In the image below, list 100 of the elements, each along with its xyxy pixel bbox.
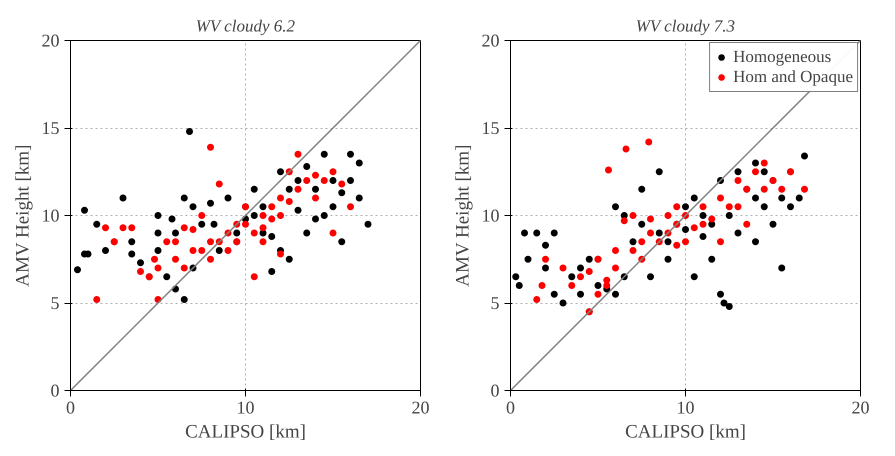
point	[603, 282, 610, 289]
point	[612, 247, 619, 254]
chart-title: WV cloudy 7.3	[636, 16, 736, 36]
point	[673, 242, 680, 249]
point	[224, 194, 232, 202]
point	[154, 247, 162, 254]
point	[700, 233, 706, 240]
point	[647, 230, 654, 236]
point	[277, 194, 284, 202]
point	[168, 216, 176, 222]
point	[268, 268, 276, 275]
y-tick-label: 15	[42, 118, 60, 138]
point	[180, 224, 188, 232]
point	[93, 220, 100, 228]
point	[673, 203, 680, 210]
point	[538, 282, 546, 289]
point	[594, 282, 602, 289]
point	[700, 220, 706, 228]
point	[154, 264, 162, 272]
point	[568, 273, 576, 280]
point	[533, 296, 540, 303]
point	[330, 177, 336, 184]
y-tick-label: 10	[42, 206, 60, 226]
point	[690, 224, 698, 232]
point	[568, 282, 576, 289]
y-tick-label: 20	[42, 30, 60, 50]
point	[190, 247, 196, 254]
point	[734, 203, 742, 210]
point	[233, 230, 240, 236]
point	[524, 256, 532, 263]
point	[682, 203, 689, 210]
point	[700, 212, 706, 219]
point	[700, 203, 706, 210]
point	[612, 290, 619, 298]
legend-label: Homogeneous	[733, 47, 832, 67]
point	[163, 273, 170, 280]
point	[347, 150, 354, 158]
point	[717, 194, 724, 202]
point	[338, 238, 346, 246]
point	[656, 168, 663, 176]
point	[180, 194, 188, 202]
x-tick-label: 20	[852, 398, 870, 418]
x-tick-label: 10	[676, 398, 694, 418]
point	[286, 198, 293, 205]
y-tick-label: 0	[50, 380, 60, 400]
point	[294, 150, 302, 158]
point	[102, 247, 109, 254]
point	[277, 168, 284, 176]
point	[312, 194, 319, 202]
point	[726, 303, 733, 310]
point	[638, 186, 646, 193]
point	[347, 203, 354, 210]
point	[787, 203, 794, 210]
point	[620, 217, 628, 224]
point	[260, 230, 266, 236]
point	[734, 168, 742, 176]
point	[560, 300, 566, 306]
point	[137, 268, 144, 275]
point	[726, 203, 733, 210]
x-tick-label: 10	[236, 398, 254, 418]
point	[198, 220, 206, 228]
point	[560, 264, 566, 272]
point	[260, 238, 266, 246]
point	[320, 177, 328, 184]
point	[760, 203, 768, 210]
point	[594, 290, 602, 298]
point	[294, 177, 302, 184]
point	[250, 212, 258, 219]
point	[612, 203, 619, 210]
point	[734, 230, 742, 236]
point	[516, 282, 523, 289]
point	[250, 273, 258, 280]
point	[647, 216, 654, 222]
x-tick-label: 0	[66, 398, 75, 418]
point	[586, 256, 593, 263]
point	[717, 238, 724, 246]
point	[682, 238, 689, 246]
point	[550, 290, 558, 298]
point	[577, 273, 584, 280]
point	[752, 168, 759, 176]
point	[542, 256, 549, 263]
point	[260, 203, 266, 210]
point	[286, 256, 293, 263]
point	[708, 216, 716, 222]
point	[690, 273, 698, 280]
point	[664, 238, 672, 246]
point	[638, 238, 646, 246]
point	[720, 300, 728, 306]
point	[268, 233, 276, 240]
point	[533, 230, 540, 236]
legend-label: Hom and Opaque	[733, 67, 853, 87]
point	[224, 247, 232, 254]
chart-title: WV cloudy 6.2	[196, 16, 296, 36]
point	[320, 212, 328, 219]
point	[356, 194, 363, 202]
point	[664, 256, 672, 263]
point	[726, 212, 733, 219]
point	[190, 203, 196, 210]
y-tick-label: 5	[50, 293, 60, 313]
point	[260, 212, 266, 219]
